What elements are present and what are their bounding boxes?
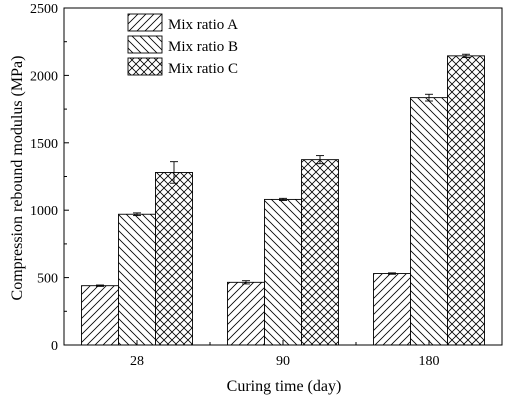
bar-mix-ratio-a-28 xyxy=(81,285,119,346)
bar-mix-ratio-c-28 xyxy=(155,172,193,346)
bar-mix-ratio-b-90 xyxy=(264,198,302,346)
y-axis-label: Compression rebound modulus (MPa) xyxy=(9,56,26,301)
bars-layer xyxy=(81,55,485,346)
bar-mix-ratio-c-90 xyxy=(301,159,339,346)
ticks-layer: 0 500 1000 1500 2000 2500 28 90 180 xyxy=(30,2,440,369)
legend-swatch xyxy=(127,35,163,54)
x-axis-label: Curing time (day) xyxy=(227,378,342,395)
x-tick-label: 28 xyxy=(130,354,144,369)
y-tick-label: 1000 xyxy=(30,204,58,219)
bar-mix-ratio-c-180 xyxy=(447,55,485,346)
error-bars-layer xyxy=(96,53,470,287)
legend-label: Mix ratio C xyxy=(168,61,238,77)
legend-label: Mix ratio B xyxy=(168,39,238,55)
x-tick-label: 90 xyxy=(276,354,290,369)
y-axis-label-group: Compression rebound modulus (MPa) xyxy=(9,56,26,301)
y-tick-label: 2500 xyxy=(30,2,58,17)
x-tick-label: 180 xyxy=(419,354,440,369)
y-tick-label: 500 xyxy=(37,272,58,287)
legend-swatch xyxy=(127,57,163,76)
y-tick-label: 2000 xyxy=(30,69,58,84)
y-tick-label: 1500 xyxy=(30,137,58,152)
bar-mix-ratio-a-180 xyxy=(373,273,411,346)
legend-swatch xyxy=(127,13,163,32)
legend-label: Mix ratio A xyxy=(168,17,238,33)
bar-mix-ratio-b-180 xyxy=(410,97,448,346)
bar-mix-ratio-a-90 xyxy=(227,281,265,346)
y-tick-label: 0 xyxy=(51,339,58,354)
legend: Mix ratio A Mix ratio B Mix ratio C xyxy=(127,13,238,77)
bar-mix-ratio-b-28 xyxy=(118,213,156,346)
